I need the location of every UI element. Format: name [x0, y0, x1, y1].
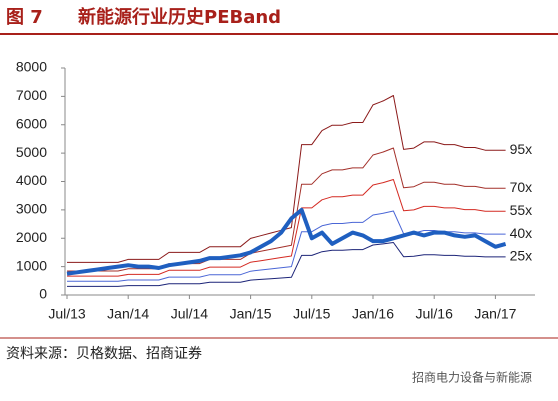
x-tick-label: Jan/15	[230, 306, 272, 322]
y-tick-label: 3000	[16, 201, 47, 217]
x-tick-label: Jan/17	[474, 306, 516, 322]
series-line	[66, 207, 507, 276]
series-label: 95x	[510, 141, 533, 157]
series-label: 70x	[510, 179, 533, 195]
series-line	[67, 179, 506, 277]
y-tick-label: 8000	[16, 59, 47, 75]
x-tick-label: Jul/13	[48, 306, 86, 322]
series-label: 25x	[510, 248, 533, 264]
x-tick-label: Jul/15	[293, 306, 331, 322]
source: 资料来源：贝格数据、招商证券	[6, 346, 202, 362]
x-tick-label: Jul/16	[416, 306, 454, 322]
series-line	[67, 242, 506, 287]
figure-label: 图 7	[6, 7, 43, 28]
y-tick-label: 0	[39, 286, 47, 302]
y-tick-label: 5000	[16, 144, 47, 160]
y-tick-label: 7000	[16, 87, 47, 103]
y-tick-label: 2000	[16, 229, 47, 245]
x-tick-label: Jan/16	[352, 306, 394, 322]
x-tick-label: Jan/14	[107, 306, 149, 322]
x-tick-label: Jul/14	[171, 306, 209, 322]
chart-title: 新能源行业历史PEBand	[78, 6, 281, 28]
series-label: 40x	[510, 225, 533, 241]
y-tick-label: 1000	[16, 257, 47, 273]
series-line	[67, 95, 506, 263]
watermark: 招商电力设备与新能源	[412, 370, 532, 385]
y-tick-label: 4000	[16, 172, 47, 188]
series-label: 55x	[510, 202, 533, 218]
series-line	[67, 147, 506, 272]
series-line	[67, 210, 506, 282]
y-tick-label: 6000	[16, 115, 47, 131]
